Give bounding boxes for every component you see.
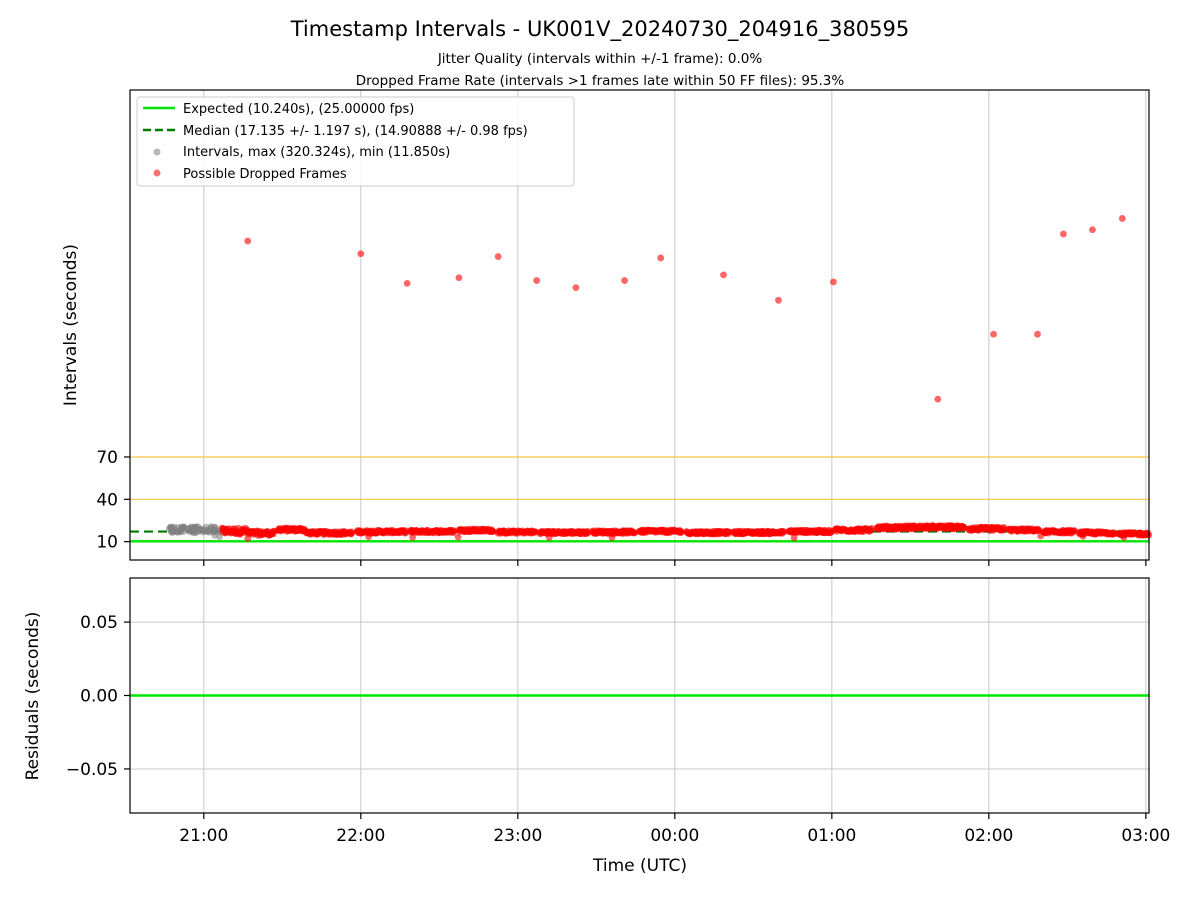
interval-point [185, 527, 193, 535]
bottom-y-tick-label: 0.00 [80, 687, 118, 707]
dropped-frame-point [868, 524, 876, 532]
dropped-frame-point [244, 535, 252, 542]
chart-subtitle-jitter: Jitter Quality (intervals within +/-1 fr… [437, 51, 763, 67]
chart-subtitle-dropped: Dropped Frame Rate (intervals >1 frames … [356, 73, 845, 89]
top-y-axis-label: Intervals (seconds) [61, 244, 81, 406]
top-data-points [165, 215, 1153, 542]
dropped-frame-outlier-point [357, 250, 365, 258]
dropped-frame-outlier-point [1034, 330, 1041, 338]
dropped-frame-outlier-point [934, 395, 942, 403]
dropped-frame-outlier-point [1089, 226, 1096, 234]
x-tick-label: 21:00 [179, 826, 228, 846]
dropped-frame-outlier-point [775, 296, 782, 304]
top-y-tick-label: 70 [96, 448, 118, 468]
dropped-frame-point [348, 528, 356, 536]
interval-point [198, 526, 206, 533]
top-y-tick-label: 10 [96, 533, 118, 553]
x-tick-label: 02:00 [964, 826, 1013, 846]
bottom-y-axis-label: Residuals (seconds) [23, 612, 43, 781]
dropped-frame-point [608, 534, 616, 542]
dropped-frame-point [545, 534, 553, 541]
dropped-frame-point [409, 534, 417, 541]
bottom-y-tick-label: −0.05 [66, 760, 118, 780]
dropped-frame-point [1037, 532, 1045, 540]
x-tick-label: 00:00 [650, 826, 699, 846]
bottom-y-tick-label: 0.05 [80, 613, 118, 633]
interval-point [173, 528, 181, 536]
dropped-frame-point [454, 533, 462, 541]
chart-title: Timestamp Intervals - UK001V_20240730_20… [290, 17, 910, 42]
legend: Expected (10.240s), (25.00000 fps) Media… [136, 96, 575, 187]
legend-median-label: Median (17.135 +/- 1.197 s), (14.90888 +… [183, 124, 528, 139]
dropped-frame-point [450, 527, 458, 535]
dropped-frame-outlier-point [830, 278, 837, 286]
dropped-frame-outlier-point [720, 271, 727, 279]
dropped-frame-point [1079, 532, 1087, 540]
dropped-frame-outlier-point [572, 284, 580, 291]
x-tick-label: 22:00 [336, 826, 385, 846]
legend-intervals-label: Intervals, max (320.324s), min (11.850s) [183, 145, 450, 160]
interval-point [179, 523, 187, 531]
x-tick-label: 01:00 [807, 826, 856, 846]
bottom-x-axis: 21:00 22:00 23:00 00:00 01:00 02:00 03:00 [179, 813, 1170, 846]
dropped-frame-outlier-point [1118, 215, 1126, 222]
dropped-frame-outlier-point [533, 277, 541, 284]
legend-expected-label: Expected (10.240s), (25.00000 fps) [183, 102, 414, 117]
top-y-axis: 10 40 70 [96, 448, 130, 553]
dropped-frame-outlier-point [244, 237, 252, 245]
dropped-frame-point [790, 534, 798, 542]
interval-point [204, 527, 212, 534]
dropped-frame-point [365, 533, 373, 541]
interval-point [211, 531, 219, 539]
x-tick-label: 03:00 [1121, 826, 1170, 846]
dropped-frame-outlier-point [1060, 230, 1067, 238]
top-y-tick-label: 40 [96, 490, 118, 510]
x-axis-label: Time (UTC) [592, 856, 687, 876]
x-tick-label: 23:00 [493, 826, 542, 846]
dropped-frame-outlier-point [657, 254, 665, 262]
dropped-frame-outlier-point [990, 330, 997, 338]
dropped-frame-outlier-point [494, 253, 502, 260]
interval-point [190, 523, 198, 531]
dropped-frame-point [256, 531, 264, 539]
legend-dropped-marker [153, 169, 161, 177]
legend-dropped-label: Possible Dropped Frames [183, 167, 347, 182]
dropped-frame-outlier-point [403, 279, 411, 287]
top-x-ticks [203, 560, 1147, 566]
legend-box [136, 96, 575, 187]
bottom-y-axis: 0.05 0.00 −0.05 [66, 613, 130, 780]
top-plot-frame [129, 89, 1150, 561]
legend-intervals-marker [153, 148, 161, 156]
dropped-frame-point [1120, 534, 1128, 541]
dropped-frame-outlier-point [455, 274, 463, 282]
dropped-frame-outlier-point [621, 277, 628, 284]
dropped-frame-point [678, 528, 686, 536]
